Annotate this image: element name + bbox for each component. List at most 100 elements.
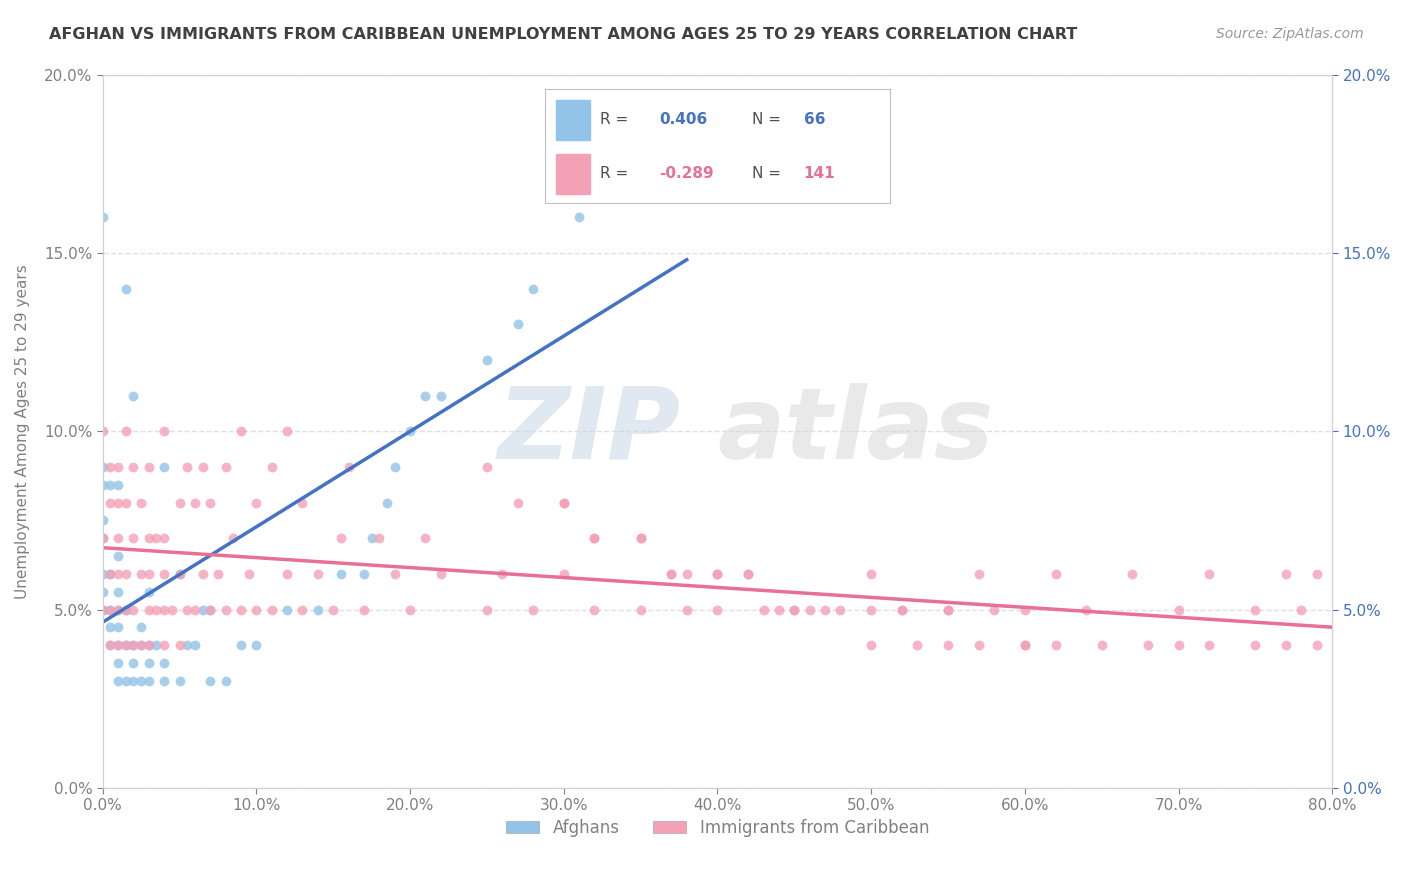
Point [91,424,114,438]
Point [114,673,136,688]
Point [737,566,759,581]
Point [353,602,375,616]
Point [98,620,121,634]
Point [1045,638,1067,652]
Point [238,566,260,581]
Point [583,602,606,616]
Point [1121,566,1143,581]
Point [153,459,176,474]
Point [659,566,682,581]
Point [1291,602,1313,616]
Point [129,638,152,652]
Point [890,602,912,616]
Point [229,638,252,652]
Point [153,602,176,616]
Point [599,174,621,188]
Text: ZIP: ZIP [498,383,681,480]
Point [475,602,498,616]
Point [860,638,883,652]
Point [91,602,114,616]
Point [329,566,352,581]
Point [200,673,222,688]
Point [200,602,222,616]
Point [107,656,129,670]
Point [91,531,114,545]
Point [630,531,652,545]
Point [138,584,160,599]
Point [1014,638,1036,652]
Text: AFGHAN VS IMMIGRANTS FROM CARIBBEAN UNEMPLOYMENT AMONG AGES 25 TO 29 YEARS CORRE: AFGHAN VS IMMIGRANTS FROM CARIBBEAN UNEM… [49,27,1077,42]
Point [1198,566,1220,581]
Point [583,531,606,545]
Point [936,602,959,616]
Point [783,602,806,616]
Point [1275,566,1298,581]
Point [138,602,160,616]
Point [114,566,136,581]
Point [138,566,160,581]
Point [107,584,129,599]
Point [384,459,406,474]
Point [1306,638,1329,652]
Point [138,531,160,545]
Point [169,638,191,652]
Point [399,424,422,438]
Point [1306,566,1329,581]
Point [360,531,382,545]
Point [737,566,759,581]
Point [1167,638,1189,652]
Point [122,459,145,474]
Point [169,673,191,688]
Point [129,673,152,688]
Point [122,638,145,652]
Point [799,602,821,616]
Point [860,602,883,616]
Point [129,620,152,634]
Point [430,388,453,402]
Point [229,602,252,616]
Point [506,317,529,331]
Point [138,638,160,652]
Point [783,602,806,616]
Point [114,495,136,509]
Point [91,584,114,599]
Point [169,495,191,509]
Point [98,566,121,581]
Point [91,531,114,545]
Point [176,459,198,474]
Point [153,638,176,652]
Point [659,139,682,153]
Point [1076,602,1098,616]
Point [583,531,606,545]
Point [98,602,121,616]
Point [337,459,360,474]
Point [936,638,959,652]
Point [184,638,207,652]
Point [122,388,145,402]
Point [706,566,728,581]
Point [506,495,529,509]
Point [176,638,198,652]
Point [814,602,837,616]
Point [107,477,129,491]
Point [752,602,775,616]
Point [200,495,222,509]
Point [184,495,207,509]
Point [129,638,152,652]
Point [91,602,114,616]
Point [107,459,129,474]
Point [160,602,183,616]
Point [191,459,214,474]
Point [860,566,883,581]
Point [98,495,121,509]
Point [276,424,298,438]
Point [768,602,790,616]
Point [1014,602,1036,616]
Point [122,656,145,670]
Point [568,210,591,224]
Point [399,602,422,616]
Point [245,602,267,616]
Point [1091,638,1114,652]
Point [475,459,498,474]
Point [91,566,114,581]
